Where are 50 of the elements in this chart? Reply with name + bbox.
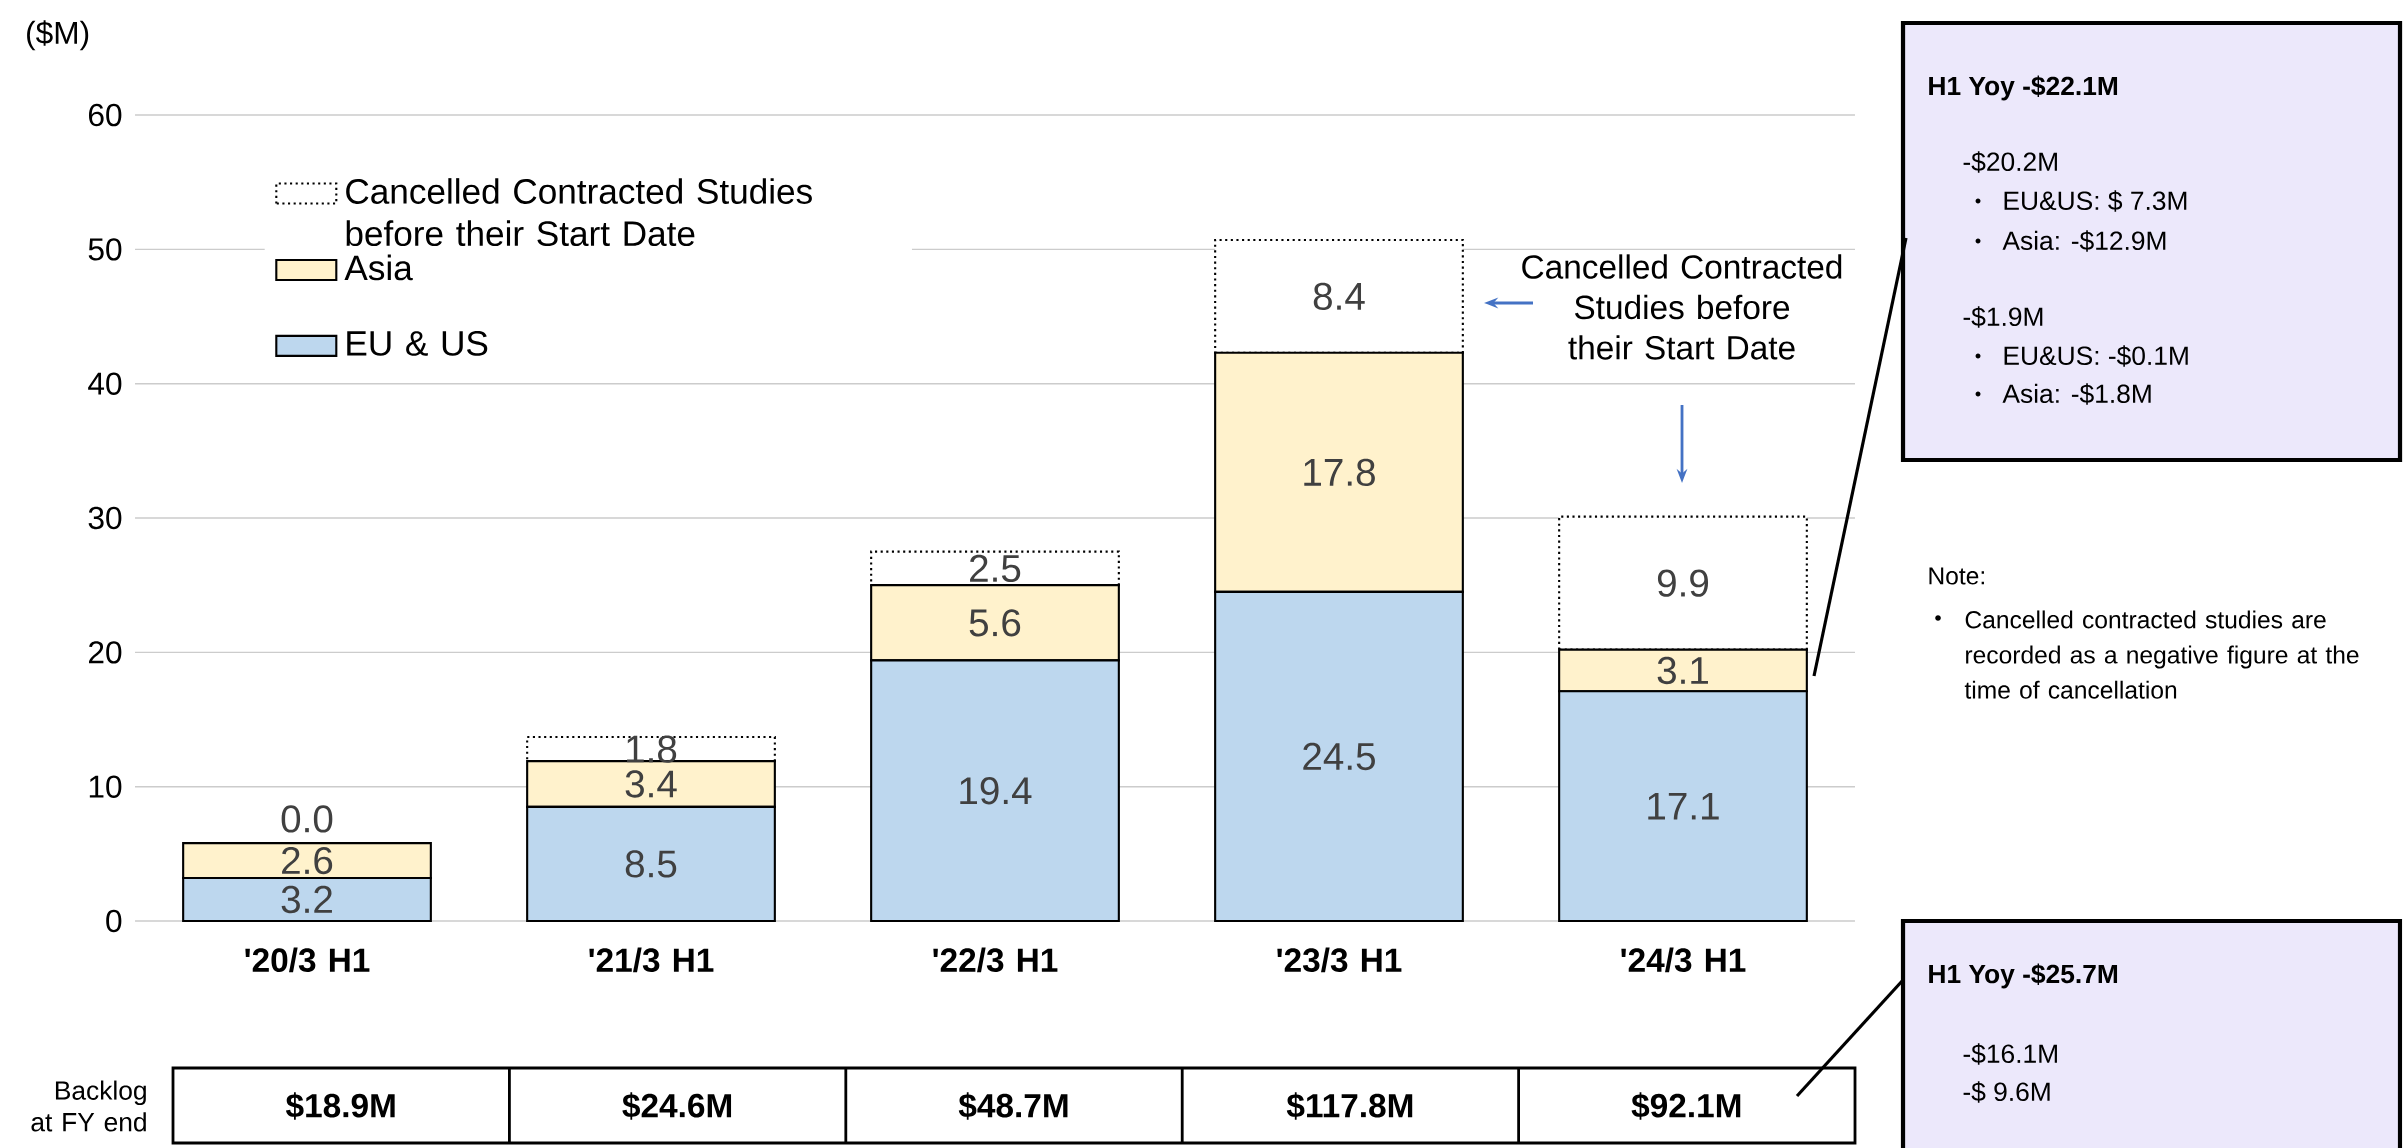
data-label: 2.6 bbox=[282, 846, 333, 875]
legend-label: Cancelled Contracted Studies before their Start Date bbox=[346, 178, 812, 247]
x-tick-label: '23/3 H1 bbox=[1277, 947, 1402, 973]
x-tick-label: '21/3 H1 bbox=[589, 947, 714, 973]
y-tick-label: 50 bbox=[88, 238, 122, 261]
text: Cancelled contracted studies are recorded as a negative figure at the time of cancellation bbox=[1964, 610, 2359, 699]
data-label: 3.2 bbox=[281, 885, 332, 914]
data-label: 5.6 bbox=[969, 609, 1021, 637]
y-tick-label: 40 bbox=[88, 372, 122, 395]
text: EU&US: -$0.1M bbox=[2004, 345, 2188, 367]
data-label: 3.4 bbox=[625, 770, 677, 798]
text: $24.6M bbox=[622, 1092, 732, 1120]
text: $117.8M bbox=[1286, 1092, 1413, 1120]
x-tick-label: '20/3 H1 bbox=[245, 947, 370, 973]
text: $48.7M bbox=[958, 1092, 1068, 1120]
data-label: 17.1 bbox=[1648, 792, 1719, 820]
y-tick-label: 10 bbox=[89, 775, 122, 798]
x-tick-label: '24/3 H1 bbox=[1621, 947, 1746, 973]
y-tick-label: 30 bbox=[88, 506, 122, 530]
data-label: 8.4 bbox=[1313, 282, 1365, 311]
data-label: 19.4 bbox=[960, 777, 1032, 805]
y-axis-title: ($M) bbox=[27, 20, 89, 51]
legend-label: EU & US bbox=[347, 331, 488, 356]
data-label: 8.5 bbox=[625, 850, 677, 878]
legend-label: Asia bbox=[344, 254, 413, 281]
y-tick-label: 60 bbox=[89, 103, 122, 127]
data-label: 1.8 bbox=[627, 735, 677, 763]
text: EU&US: $ 7.3M bbox=[2004, 190, 2187, 212]
text: $18.9M bbox=[285, 1092, 395, 1120]
text: Note: bbox=[1929, 567, 1984, 585]
text: Backlog at FY end bbox=[31, 1080, 146, 1132]
data-label: 3.1 bbox=[1657, 656, 1708, 685]
text: H1 Yoy -$22.1M bbox=[1929, 75, 2118, 101]
text: H1 Yoy -$25.7M bbox=[1929, 963, 2118, 989]
x-tick-label: '22/3 H1 bbox=[933, 947, 1058, 973]
text: -$ 9.6M bbox=[1963, 1081, 2050, 1103]
text: -$16.1M bbox=[1963, 1043, 2057, 1065]
text: -$1.9M bbox=[1963, 306, 2043, 328]
data-label: 0.0 bbox=[281, 805, 333, 833]
data-label: 9.9 bbox=[1657, 569, 1709, 597]
data-label: 17.8 bbox=[1304, 458, 1375, 487]
y-tick-label: 0 bbox=[106, 909, 122, 933]
data-label: 24.5 bbox=[1303, 742, 1375, 771]
data-label: 2.5 bbox=[970, 554, 1021, 583]
annotation: Cancelled Contracted Studies before their Start Date bbox=[1522, 254, 1842, 360]
text: $92.1M bbox=[1631, 1092, 1741, 1120]
text: Asia: -$12.9M bbox=[2002, 230, 2166, 252]
text: -$20.2M bbox=[1963, 151, 2057, 173]
text: Asia: -$1.8M bbox=[2002, 383, 2151, 405]
y-tick-label: 20 bbox=[89, 641, 122, 664]
